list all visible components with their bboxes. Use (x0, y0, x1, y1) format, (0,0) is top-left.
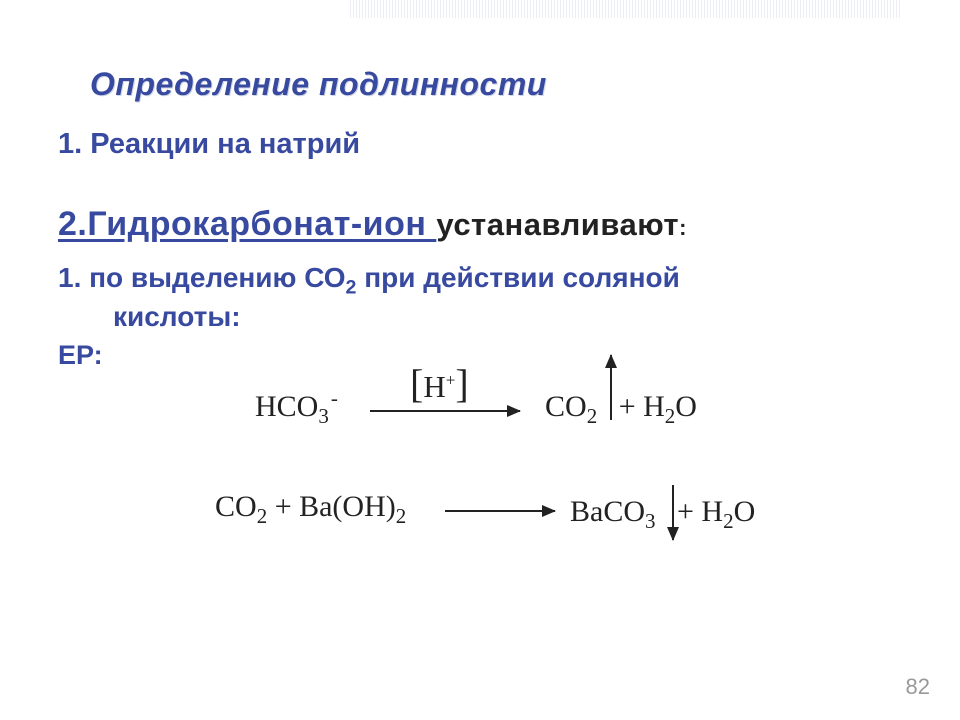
top-dotted-pattern (350, 0, 900, 18)
eq1-bracket-close: ] (455, 361, 468, 406)
eq1-hplus: + (446, 371, 456, 390)
eq2-co2-sub: 2 (257, 504, 268, 528)
ep-label: ЕР: (58, 340, 103, 371)
eq2-plus-baoh: + Ba(OH) (267, 490, 396, 523)
eq1-co2: CO (545, 390, 587, 423)
subline-indent: кислоты: (113, 297, 241, 336)
sub-point-hcl: 1. по выделению СО2 при действии соляной… (58, 258, 890, 336)
eq1-bracket-open: [ (410, 361, 423, 406)
eq2-baco3-sub: 3 (645, 509, 656, 533)
eq2-co2: CO (215, 490, 257, 523)
slide-title: Определение подлинности (90, 66, 547, 103)
eq1-plus-h2: + H (611, 390, 665, 423)
section2-hydrocarbonate-heading: 2.Гидрокарбонат-ион устанавливают: (58, 205, 687, 244)
eq1-h: H (423, 369, 445, 404)
section2-rest: устанавливают (436, 207, 679, 242)
eq1-hco: HCO (255, 390, 318, 423)
eq2-h2-sub: 2 (723, 509, 734, 533)
eq2-left: CO2 + Ba(OH)2 (215, 490, 406, 524)
eq1-right: CO2 + H2O (545, 390, 697, 424)
eq2-baco3: BaCO (570, 495, 645, 528)
page-number: 82 (906, 674, 930, 700)
eq1-condition: [H+] (410, 360, 469, 407)
eq1-hco3-charge: - (331, 386, 338, 410)
slide-container: Определение подлинности 1. Реакции на на… (0, 0, 960, 720)
subline-part1: 1. по выделению СО (58, 262, 346, 293)
section1-sodium-heading: 1. Реакции на натрий (58, 128, 360, 161)
eq2-o: O (734, 495, 756, 528)
section2-underlined: 2.Гидрокарбонат-ион (58, 205, 436, 243)
eq1-hco3-sub: 3 (318, 404, 329, 428)
eq2-baoh-sub: 2 (396, 504, 407, 528)
eq1-co2-sub: 2 (587, 404, 598, 428)
section2-colon: : (679, 215, 687, 240)
eq2-plus-h2: + H (670, 495, 724, 528)
eq1-h2-sub: 2 (665, 404, 676, 428)
eq2-arrow (445, 510, 555, 512)
eq1-arrow (370, 410, 520, 412)
eq2-right: BaCO3 + H2O (570, 495, 755, 529)
co2-sub: 2 (346, 277, 357, 299)
subline-part2: при действии соляной (356, 262, 679, 293)
eq1-left: HCO3- (255, 390, 338, 424)
eq1-o: O (675, 390, 697, 423)
